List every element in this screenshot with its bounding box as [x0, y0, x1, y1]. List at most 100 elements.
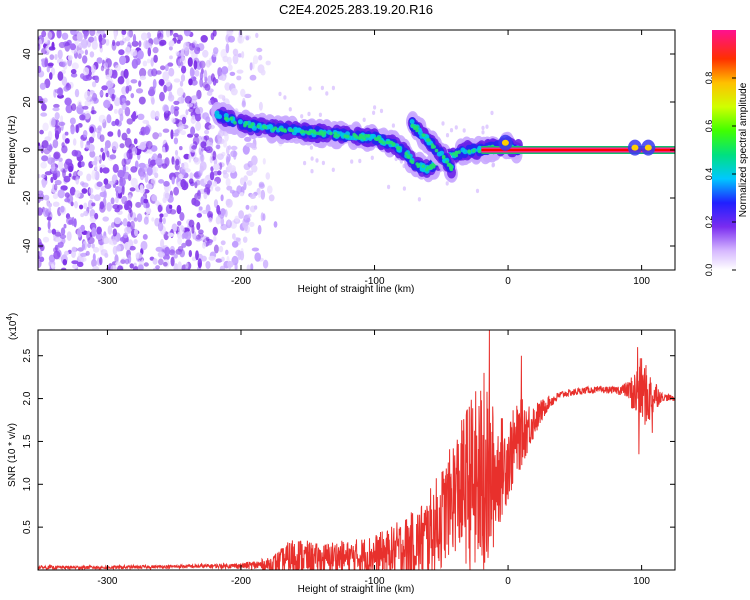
noise-blob: [181, 242, 187, 248]
noise-blob: [370, 155, 374, 160]
noise-blob: [57, 71, 64, 81]
noise-blob: [126, 221, 131, 228]
noise-blob: [232, 190, 240, 198]
noise-blob: [181, 233, 185, 240]
noise-blob: [75, 124, 79, 134]
noise-blob: [300, 114, 304, 119]
snr-ytick-label: 0.5: [22, 520, 33, 534]
noise-blob: [43, 194, 50, 201]
signal-blob: [299, 130, 304, 134]
noise-blob: [94, 75, 100, 84]
noise-blob: [218, 129, 225, 137]
noise-blob: [135, 88, 144, 94]
noise-blob: [173, 100, 180, 105]
noise-blob: [38, 174, 41, 179]
noise-blob: [200, 141, 207, 149]
noise-blob: [181, 162, 185, 168]
noise-blob: [183, 41, 190, 52]
noise-blob: [61, 145, 68, 154]
noise-blob: [76, 44, 81, 53]
noise-blob: [454, 125, 458, 130]
noise-blob: [132, 111, 137, 119]
noise-blob: [46, 144, 53, 151]
noise-blob: [212, 150, 217, 161]
noise-blob: [94, 212, 99, 220]
noise-blob: [219, 265, 226, 270]
noise-blob: [138, 96, 146, 105]
noise-blob: [225, 198, 233, 208]
noise-blob: [170, 256, 175, 267]
noise-blob: [81, 43, 88, 49]
noise-blob: [239, 177, 245, 186]
noise-blob: [88, 144, 95, 152]
noise-blob: [200, 255, 207, 262]
bright-spot-core: [501, 139, 509, 146]
noise-blob: [227, 219, 231, 226]
noise-blob: [320, 85, 324, 91]
noise-blob: [57, 49, 63, 60]
noise-blob: [251, 155, 258, 166]
noise-blob: [89, 126, 94, 134]
noise-blob: [103, 237, 110, 244]
noise-blob: [202, 209, 209, 215]
signal-blob: [471, 148, 476, 153]
noise-blob: [188, 219, 195, 228]
noise-blob: [72, 264, 78, 269]
noise-blob: [66, 216, 74, 225]
noise-blob: [123, 171, 130, 180]
noise-blob: [82, 55, 88, 64]
signal-blob: [296, 127, 301, 133]
noise-blob: [54, 112, 60, 120]
colorbar-tick-label: 0.0: [704, 264, 714, 277]
noise-blob: [490, 110, 494, 116]
noise-blob: [140, 196, 144, 205]
noise-blob: [113, 30, 117, 41]
signal-blob: [224, 117, 229, 121]
noise-blob: [309, 145, 313, 150]
snr-xlabel: Height of straight line (km): [298, 584, 415, 595]
noise-blob: [114, 64, 121, 72]
noise-blob: [146, 58, 151, 64]
noise-blob: [126, 118, 134, 125]
noise-blob: [181, 169, 186, 176]
noise-blob: [127, 194, 132, 201]
noise-blob: [80, 139, 84, 149]
noise-blob: [91, 243, 95, 249]
noise-blob: [164, 246, 171, 257]
noise-blob: [64, 198, 71, 203]
noise-blob: [251, 164, 258, 173]
noise-blob: [138, 80, 142, 87]
noise-blob: [82, 105, 89, 110]
noise-blob: [164, 157, 170, 167]
noise-blob: [118, 40, 125, 46]
noise-blob: [379, 108, 384, 114]
noise-blob: [148, 149, 153, 155]
noise-blob: [249, 74, 257, 81]
noise-blob: [120, 70, 125, 78]
noise-blob: [39, 129, 44, 135]
noise-blob: [199, 77, 204, 88]
noise-blob: [41, 179, 47, 188]
noise-blob: [220, 194, 224, 202]
noise-blob: [462, 128, 466, 133]
noise-blob: [38, 250, 43, 257]
noise-blob: [142, 60, 148, 67]
noise-blob: [53, 151, 61, 160]
noise-blob: [121, 97, 127, 103]
ridge-band: [481, 134, 675, 156]
noise-blob: [130, 49, 138, 57]
snr-xtick-label: -200: [231, 576, 251, 587]
noise-blob: [117, 169, 125, 179]
noise-blob: [350, 159, 354, 164]
noise-blob: [315, 158, 319, 163]
noise-blob: [38, 65, 42, 74]
noise-blob: [162, 128, 170, 133]
bright-spot-core: [631, 144, 639, 151]
signal-blob: [415, 162, 420, 166]
noise-blob: [168, 204, 173, 209]
noise-blob: [44, 58, 48, 68]
noise-blob: [177, 261, 182, 270]
noise-blob: [158, 132, 162, 137]
noise-blob: [244, 93, 252, 99]
noise-blob: [51, 117, 56, 126]
